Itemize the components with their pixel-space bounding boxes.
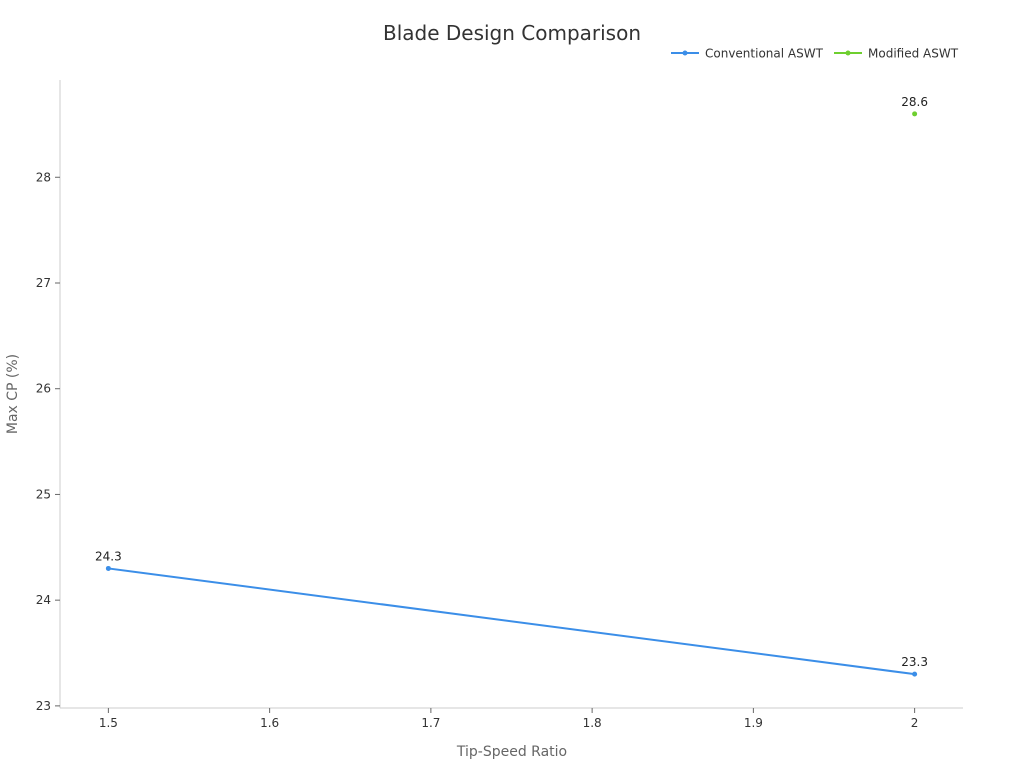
y-axis-title: Max CP (%)	[5, 354, 21, 434]
data-point[interactable]	[105, 565, 111, 571]
x-tick-label: 1.8	[583, 716, 602, 730]
y-ticks: 23 24 25 26 27 28	[36, 170, 60, 713]
legend-item-modified[interactable]: Modified ASWT	[834, 47, 959, 61]
data-point[interactable]	[912, 111, 918, 117]
legend-marker-conventional	[682, 50, 688, 56]
legend-label-conventional: Conventional ASWT	[705, 47, 824, 61]
y-tick-label: 24	[36, 593, 51, 607]
chart-title: Blade Design Comparison	[383, 21, 641, 45]
x-ticks: 1.5 1.6 1.7 1.8 1.9 2	[99, 708, 919, 730]
x-tick-label: 1.5	[99, 716, 118, 730]
data-point[interactable]	[912, 671, 918, 677]
x-tick-label: 1.9	[744, 716, 763, 730]
data-label: 28.6	[901, 95, 928, 109]
series-line	[108, 567, 915, 676]
x-tick-label: 2	[911, 716, 919, 730]
x-axis-title: Tip-Speed Ratio	[456, 744, 567, 760]
y-tick-label: 23	[36, 699, 51, 713]
y-tick-label: 26	[36, 382, 51, 396]
series-1: 28.6	[901, 95, 928, 117]
data-label: 24.3	[95, 549, 122, 563]
legend-label-modified: Modified ASWT	[868, 47, 959, 61]
y-tick-label: 27	[36, 276, 51, 290]
legend: Conventional ASWT Modified ASWT	[671, 47, 959, 61]
legend-item-conventional[interactable]: Conventional ASWT	[671, 47, 824, 61]
data-label: 23.3	[901, 655, 928, 669]
x-tick-label: 1.7	[421, 716, 440, 730]
y-tick-label: 25	[36, 487, 51, 501]
series-0: 24.3 23.3	[95, 549, 928, 677]
series-layer: 24.3 23.3 28.6	[95, 95, 928, 677]
x-tick-label: 1.6	[260, 716, 279, 730]
y-tick-label: 28	[36, 170, 51, 184]
legend-marker-modified	[845, 50, 851, 56]
